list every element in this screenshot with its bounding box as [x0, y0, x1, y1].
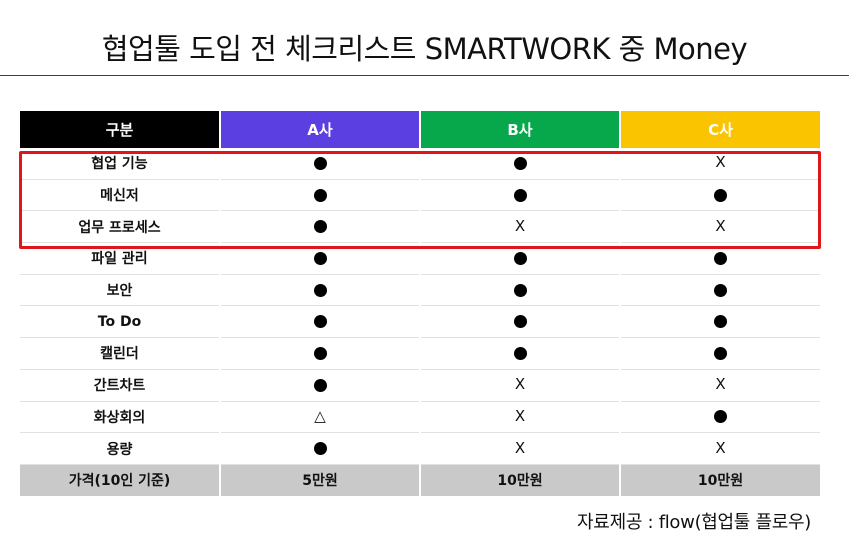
x-mark: X — [715, 438, 726, 457]
page-title: 협업툴 도입 전 체크리스트 SMARTWORK 중 Money — [101, 32, 748, 66]
filled-circle-icon — [313, 188, 327, 202]
table-cell — [619, 401, 820, 434]
header-row: 구분 A사 B사 C사 — [20, 111, 820, 148]
table-cell — [219, 305, 420, 339]
table-cell: △ — [219, 401, 420, 434]
filled-circle-icon — [714, 346, 727, 360]
header-company-b: B사 — [419, 111, 620, 148]
source-note: 자료제공 : flow(협업툴 플로우) — [577, 512, 811, 533]
filled-circle-icon — [313, 156, 327, 170]
filled-circle-icon — [714, 283, 727, 297]
filled-circle-icon — [513, 156, 527, 170]
table-row: 메신저 — [20, 179, 820, 212]
table-cell — [219, 274, 420, 307]
table-cell — [219, 148, 420, 180]
filled-circle-icon — [513, 346, 527, 360]
filled-circle-icon — [313, 346, 327, 360]
row-label: 협업 기능 — [20, 148, 220, 180]
filled-circle-icon — [714, 315, 727, 329]
filled-circle-icon — [313, 378, 327, 392]
table-row: 용량 X X — [20, 432, 820, 465]
row-label: 캘린더 — [20, 337, 220, 370]
table-cell — [419, 274, 620, 307]
filled-circle-icon — [313, 251, 327, 265]
filled-circle-icon — [313, 220, 327, 234]
header-company-a: A사 — [219, 111, 420, 148]
price-row: 가격(10인 기준) 5만원 10만원 10만원 — [20, 464, 820, 496]
table-cell — [619, 305, 820, 339]
x-mark: X — [514, 375, 526, 394]
row-label: 화상회의 — [20, 401, 220, 434]
row-label: 보안 — [20, 274, 220, 307]
header-category: 구분 — [20, 111, 220, 148]
triangle-mark: △ — [314, 406, 326, 425]
row-label: 메신저 — [20, 179, 220, 212]
table-row: To Do — [20, 305, 820, 339]
x-mark: X — [514, 216, 526, 235]
table-cell — [419, 242, 620, 275]
x-mark: X — [715, 216, 726, 235]
price-cell: 5만원 — [219, 464, 420, 496]
filled-circle-icon — [714, 188, 727, 202]
table-cell: X — [619, 148, 820, 180]
table-cell — [419, 305, 620, 339]
table-cell — [219, 369, 420, 402]
table-cell: X — [619, 432, 820, 465]
table-cell — [619, 337, 820, 370]
table-row: 협업 기능 X — [20, 148, 820, 180]
table-row: 파일 관리 — [20, 242, 820, 275]
row-label: 업무 프로세스 — [20, 210, 220, 244]
filled-circle-icon — [714, 410, 727, 424]
table-row: 업무 프로세스 X X — [20, 210, 820, 244]
table-cell: X — [619, 369, 820, 402]
x-mark: X — [514, 406, 526, 425]
table-row: 화상회의 △ X — [20, 401, 820, 434]
table-row: 캘린더 — [20, 337, 820, 370]
table-cell — [219, 337, 420, 370]
row-label: 간트차트 — [20, 369, 220, 402]
filled-circle-icon — [513, 283, 527, 297]
table-cell — [419, 148, 620, 180]
filled-circle-icon — [714, 251, 727, 265]
price-cell: 10만원 — [619, 464, 820, 496]
row-label: 용량 — [20, 432, 220, 465]
table-cell: X — [419, 210, 620, 244]
x-mark: X — [514, 438, 526, 457]
row-label: To Do — [20, 305, 220, 339]
filled-circle-icon — [313, 283, 327, 297]
x-mark: X — [715, 375, 726, 394]
filled-circle-icon — [313, 442, 327, 456]
filled-circle-icon — [313, 315, 327, 329]
table-cell — [219, 179, 420, 212]
table-cell — [219, 432, 420, 465]
table-cell — [419, 337, 620, 370]
comparison-table: 구분 A사 B사 C사 협업 기능 X 메신저 업무 프로세스 X X 파일 관리 보안 To … — [20, 111, 820, 496]
table-cell — [619, 179, 820, 212]
title-divider — [0, 75, 849, 76]
table-cell: X — [419, 432, 620, 465]
row-label: 파일 관리 — [20, 242, 220, 275]
header-company-c: C사 — [619, 111, 820, 148]
filled-circle-icon — [513, 188, 527, 202]
table-cell: X — [619, 210, 820, 244]
filled-circle-icon — [513, 251, 527, 265]
table-row: 간트차트 X X — [20, 369, 820, 402]
filled-circle-icon — [513, 315, 527, 329]
table-cell — [619, 274, 820, 307]
table-row: 보안 — [20, 274, 820, 307]
x-mark: X — [715, 153, 726, 172]
table-cell: X — [419, 369, 620, 402]
price-label: 가격(10인 기준) — [20, 464, 220, 496]
table-cell — [419, 179, 620, 212]
table-cell — [619, 242, 820, 275]
table-cell: X — [419, 401, 620, 434]
table-cell — [219, 242, 420, 275]
price-cell: 10만원 — [419, 464, 620, 496]
table-cell — [219, 210, 420, 244]
